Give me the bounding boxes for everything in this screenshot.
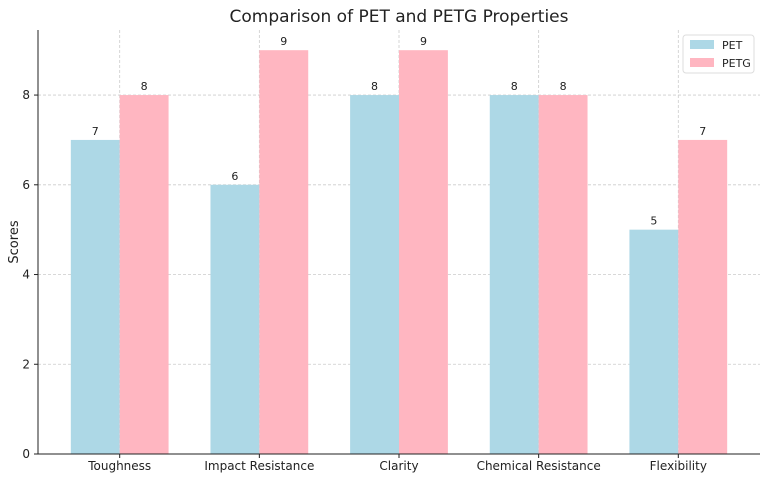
x-tick-label: Flexibility	[650, 459, 707, 473]
data-label: 8	[141, 80, 148, 93]
legend-label: PETG	[722, 57, 751, 70]
data-label: 9	[280, 35, 287, 48]
data-label: 5	[650, 215, 657, 228]
data-label: 7	[92, 125, 99, 138]
y-tick-label: 4	[22, 268, 30, 282]
y-tick-label: 8	[22, 88, 30, 102]
bar-petg	[538, 95, 588, 455]
bar-pet	[350, 95, 399, 455]
x-tick-label: Chemical Resistance	[477, 459, 601, 473]
x-tick-label: Toughness	[87, 459, 151, 473]
y-tick-label: 2	[22, 357, 30, 371]
legend-swatch	[690, 40, 714, 49]
chart-title: Comparison of PET and PETG Properties	[229, 7, 568, 27]
data-label: 8	[511, 80, 518, 93]
bar-pet	[629, 229, 679, 454]
legend-swatch	[690, 58, 714, 67]
bars: 7 6 8 8 5 8 9 9 8 7	[70, 35, 728, 455]
bar-pet	[70, 139, 120, 455]
data-label: 8	[560, 80, 567, 93]
x-tick-label: Clarity	[379, 459, 418, 473]
data-label: 9	[420, 35, 427, 48]
y-tick-label: 0	[22, 447, 30, 461]
bar-pet	[489, 95, 539, 455]
bar-petg	[259, 50, 309, 454]
data-label: 6	[231, 170, 238, 183]
bar-petg	[119, 95, 169, 455]
bar-pet	[210, 184, 260, 455]
y-axis-label: Scores	[7, 220, 22, 263]
data-label: 7	[699, 125, 706, 138]
y-tick-label: 6	[22, 178, 30, 192]
bar-petg	[678, 139, 728, 455]
legend: PET PETG	[682, 34, 755, 74]
x-tick-label: Impact Resistance	[204, 459, 314, 473]
bar-petg	[399, 50, 448, 454]
axes: 0 2 4 6 8 Toughness Impact Resistance Clarity Ch…	[22, 30, 760, 473]
legend-label: PET	[722, 39, 743, 52]
data-label: 8	[371, 80, 378, 93]
